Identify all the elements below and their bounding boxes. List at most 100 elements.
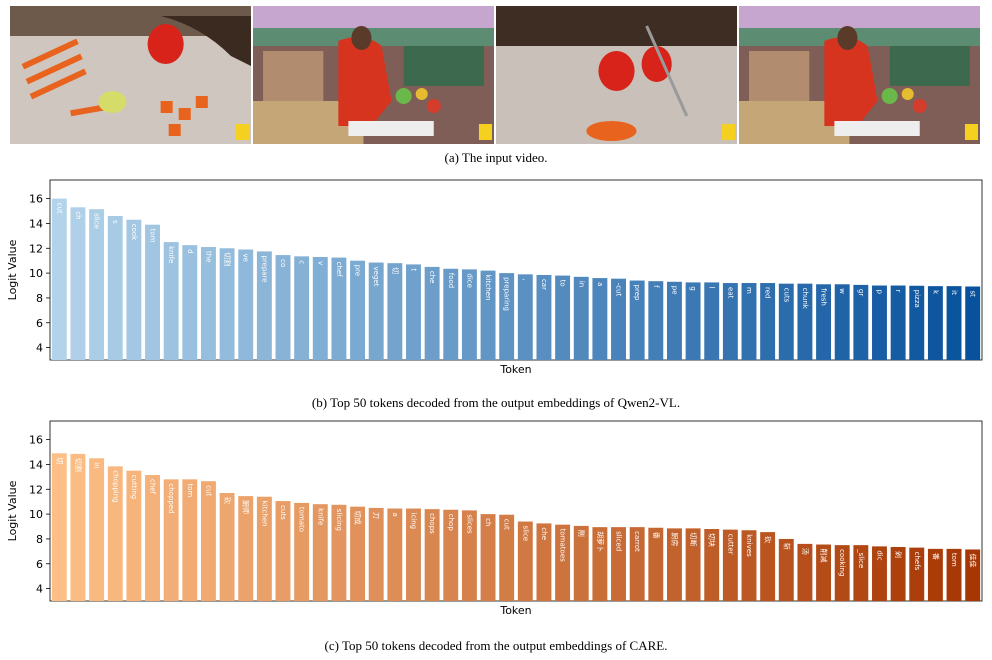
- bar-label-18: 刀: [372, 512, 380, 519]
- bar-label-33: 番: [652, 532, 660, 539]
- bar-label-25: preparing: [503, 277, 511, 311]
- bar-22: [443, 509, 459, 601]
- bar-label-24: ch: [484, 518, 492, 526]
- bar-29: [573, 525, 589, 601]
- bar-24: [480, 514, 496, 601]
- bar-19: [387, 263, 403, 360]
- bar-34: [666, 281, 682, 360]
- video-frame-4: [739, 6, 980, 144]
- bar-18: [368, 262, 384, 360]
- bar-label-39: 砍: [764, 536, 773, 543]
- x-axis-label: Token: [499, 363, 531, 376]
- bar-label-16: chef: [335, 262, 343, 278]
- bar-label-39: red: [764, 287, 772, 298]
- bar-5: [126, 219, 142, 360]
- bar-50: [965, 549, 981, 601]
- bar-14: [294, 256, 310, 360]
- bar-label-21: che: [428, 271, 436, 284]
- bar-label-32: prep: [633, 285, 641, 301]
- bar-label-48: 番: [931, 553, 939, 560]
- bar-label-40: cuts: [782, 288, 790, 303]
- bar-label-27: car: [540, 279, 548, 290]
- bar-label-32: carrot: [633, 531, 641, 552]
- bar-label-44: _slice: [857, 548, 865, 568]
- bar-1: [51, 198, 67, 360]
- bar-label-50: 佳佳: [969, 553, 978, 567]
- bar-3: [89, 458, 105, 601]
- bar-18: [368, 507, 384, 601]
- video-frame-2: [253, 6, 494, 144]
- bar-11: [238, 496, 254, 601]
- bar-21: [424, 509, 440, 601]
- bar-34: [666, 528, 682, 601]
- bar-label-17: pre: [354, 265, 362, 276]
- y-axis-label: Logit Value: [6, 239, 19, 300]
- bar-4: [107, 216, 123, 360]
- bar-25: [499, 514, 515, 601]
- bar-8: [182, 245, 198, 360]
- bar-50: [965, 286, 981, 360]
- bar-label-12: kitchen: [260, 501, 268, 527]
- bar-7: [163, 242, 179, 360]
- bar-46: [890, 547, 906, 601]
- bar-label-49: tom: [950, 553, 958, 567]
- bar-label-16: slicing: [335, 509, 343, 531]
- y-tick-label: 16: [29, 193, 43, 206]
- bar-label-37: eat: [726, 287, 734, 299]
- bar-4: [107, 466, 123, 601]
- bar-48: [927, 286, 943, 360]
- bar-label-27: che: [540, 527, 548, 540]
- bar-label-35: 切断: [689, 532, 698, 546]
- bar-label-22: chop: [447, 514, 455, 532]
- bar-36: [704, 282, 720, 360]
- bar-48: [927, 548, 943, 601]
- bar-13: [275, 501, 291, 601]
- y-tick-label: 12: [29, 483, 43, 496]
- caption-b: (b) Top 50 tokens decoded from the outpu…: [311, 395, 681, 410]
- bar-49: [946, 286, 962, 360]
- bar-label-38: m: [745, 287, 753, 294]
- bar-label-15: knife: [316, 508, 324, 525]
- bar-44: [853, 284, 869, 360]
- bar-17: [350, 506, 366, 601]
- bar-20: [406, 508, 421, 601]
- bar-label-26: slice: [521, 526, 529, 542]
- bar-label-19: a: [391, 513, 399, 517]
- bar-label-31: sliced: [615, 531, 623, 551]
- bar-label-25: cut: [503, 519, 511, 530]
- bar-label-6: chef: [149, 479, 157, 495]
- bar-label-22: food: [447, 273, 455, 288]
- bar-label-1: cut: [55, 203, 63, 214]
- bar-23: [461, 269, 477, 360]
- video-frame-3: [496, 6, 737, 144]
- bar-16: [331, 504, 347, 601]
- bar-46: [890, 285, 906, 360]
- y-tick-label: 6: [36, 317, 43, 330]
- bar-label-12: prepare: [260, 255, 268, 282]
- bar-35: [685, 282, 701, 360]
- bar-label-13: co: [279, 259, 287, 267]
- bar-32: [629, 280, 645, 360]
- bar-30: [592, 527, 608, 601]
- bar-1: [51, 453, 67, 601]
- bar-label-36: 切块: [708, 533, 717, 547]
- bar-37: [722, 529, 738, 601]
- bar-21: [424, 266, 440, 360]
- bar-label-40: 斩: [782, 543, 791, 550]
- y-tick-label: 14: [29, 217, 43, 230]
- bar-22: [443, 268, 459, 360]
- bar-label-7: chopped: [167, 483, 175, 513]
- bar-label-20: t: [409, 268, 417, 271]
- bar-label-21: chops: [428, 513, 436, 534]
- bar-45: [872, 285, 887, 360]
- bar-label-10: 砍: [223, 497, 232, 504]
- bar-26: [517, 274, 533, 360]
- bar-12: [256, 251, 272, 360]
- y-tick-label: 16: [29, 434, 43, 447]
- bar-label-9: cut: [204, 485, 212, 496]
- bar-label-18: veget: [372, 267, 380, 287]
- bar-label-34: pe: [670, 286, 678, 295]
- bar-13: [275, 255, 291, 360]
- bar-49: [946, 548, 962, 601]
